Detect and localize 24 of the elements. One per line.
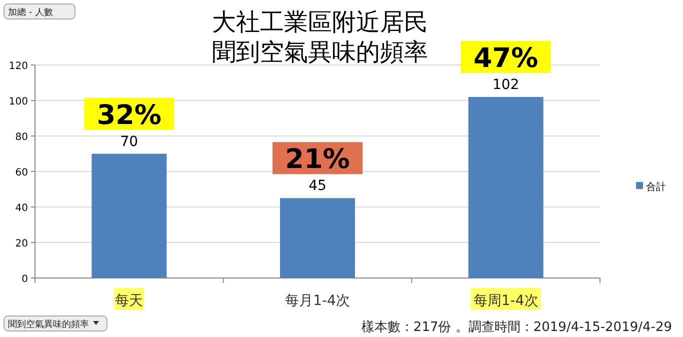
y-tick-label: 60 <box>15 168 28 178</box>
legend-label: 合計 <box>646 181 666 193</box>
bar <box>468 96 544 278</box>
y-tick-label: 80 <box>15 132 28 143</box>
y-tick-label: 120 <box>8 61 28 72</box>
y-tick-label: 20 <box>15 238 28 250</box>
y-tick-label: 40 <box>15 203 28 214</box>
y-tick-label: 100 <box>8 96 28 108</box>
chart-title: 大社工業區附近居民聞到空氣異味的頻率 <box>212 8 428 66</box>
x-tick-label: 每周1-4次 <box>473 293 538 309</box>
data-label: 102 <box>492 76 520 93</box>
text: 聞到空氣異味的頻率 <box>8 319 89 330</box>
y-tick-label: 0 <box>22 274 28 285</box>
annotation: 32% <box>96 100 162 131</box>
annotation: 21% <box>285 144 350 176</box>
bar <box>92 154 167 278</box>
text: 樣本數：217份 。調查時間：2019/4-15-2019/4-29 <box>361 320 672 335</box>
annotation: 47% <box>474 42 538 74</box>
x-tick-label: 每天 <box>115 293 144 309</box>
data-label: 70 <box>120 134 138 150</box>
data-label: 45 <box>308 178 326 194</box>
text: 加總 - 人數 <box>8 7 53 18</box>
x-tick-label: 每月1-4次 <box>285 293 350 309</box>
bar <box>280 198 355 278</box>
